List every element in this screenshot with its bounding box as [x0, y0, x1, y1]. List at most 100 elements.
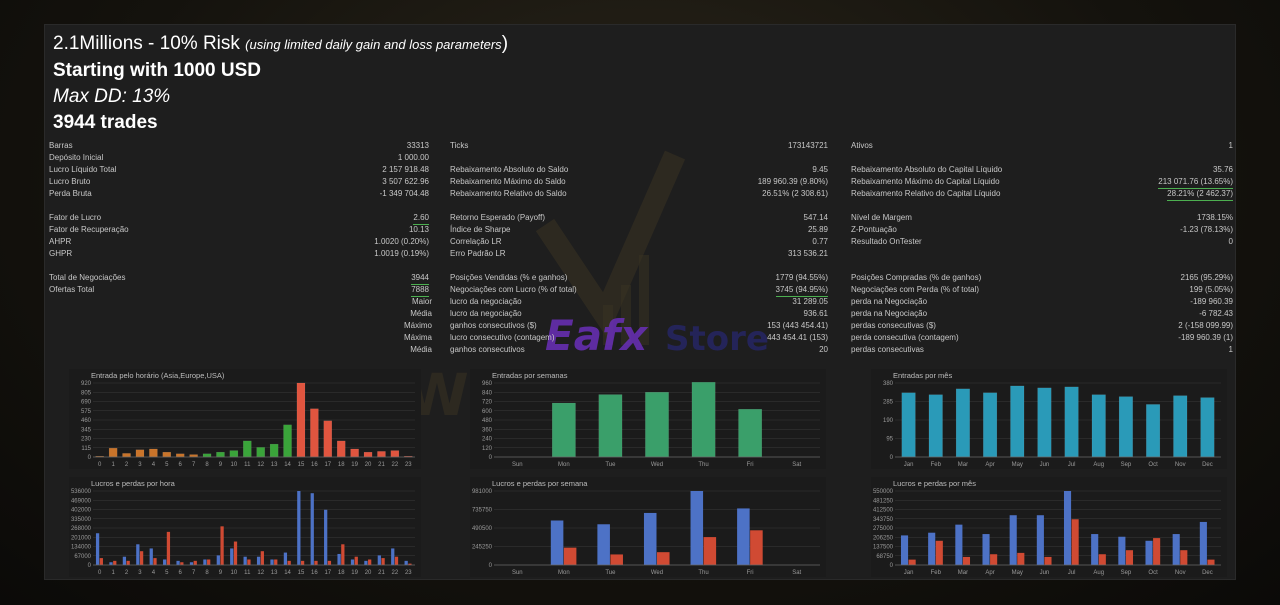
x-tick-label: 11	[244, 570, 251, 576]
bar-profit	[377, 555, 381, 565]
bar-loss	[1017, 552, 1025, 565]
bar-loss	[233, 541, 238, 565]
bar-profit	[391, 548, 395, 565]
x-tick-label: 13	[271, 570, 278, 576]
stat-label: Rebaixamento Máximo do Capital Líquido	[851, 177, 1000, 186]
stat-row: Rebaixamento Máximo do Capital Líquido 21…	[851, 176, 1233, 189]
stat-label: ganhos consecutivos ($)	[450, 321, 537, 330]
stat-label: GHPR	[49, 249, 73, 258]
y-tick-label: 550000	[873, 489, 894, 495]
stat-value: -1 349 704.48	[379, 189, 429, 198]
bar	[1118, 396, 1133, 458]
x-tick-label: 20	[365, 462, 372, 468]
x-tick-label: Dec	[1202, 570, 1213, 576]
bar	[149, 448, 158, 458]
chart-title: Lucros e perdas por hora	[91, 479, 176, 488]
stat-label: Negociações com Perda (% of total)	[851, 285, 980, 294]
bar-loss	[247, 559, 251, 565]
stat-value: 547.14	[803, 213, 828, 222]
bar-profit	[270, 559, 274, 565]
y-tick-label: 490500	[472, 526, 493, 532]
bar	[1091, 394, 1106, 458]
stat-label: Ofertas Total	[49, 285, 95, 294]
stat-row: Correlação LR 0.77	[450, 236, 828, 248]
y-tick-label: 575	[81, 409, 92, 415]
y-tick-label: 268000	[71, 526, 92, 532]
stat-row: Máxima	[49, 332, 432, 344]
stat-value: 2.60	[413, 212, 429, 225]
stat-row: Z-Pontuação -1.23 (78.13%)	[851, 224, 1233, 236]
y-tick-label: 115	[81, 446, 91, 452]
x-tick-label: Oct	[1148, 462, 1158, 468]
x-tick-label: 12	[257, 570, 264, 576]
bar-profit	[1063, 491, 1072, 565]
y-tick-label: 345	[81, 427, 92, 433]
stat-row: Ticks 173143721	[450, 140, 828, 152]
x-tick-label: 16	[311, 570, 318, 576]
bar-loss	[908, 559, 916, 565]
bar-loss	[274, 559, 278, 565]
y-tick-label: 920	[81, 381, 92, 387]
bar-loss	[610, 554, 623, 565]
y-tick-label: 240	[482, 437, 493, 443]
bar	[1200, 397, 1215, 458]
stat-label: Maior	[411, 297, 432, 306]
stat-row: Ativos 1	[851, 140, 1233, 152]
stat-row: Rebaixamento Absoluto do Saldo 9.45	[450, 164, 828, 176]
stat-value: 28.21% (2 462.37)	[1167, 188, 1233, 201]
y-tick-label: 481250	[873, 498, 894, 504]
stat-row: Negociações com Perda (% of total) 199 (5…	[851, 284, 1233, 296]
bar	[1173, 395, 1188, 458]
stat-value: 1	[1228, 141, 1233, 150]
stat-label: Índice de Sharpe	[450, 225, 511, 234]
x-tick-label: 4	[152, 462, 156, 468]
stat-row: perda na Negociação -6 782.43	[851, 308, 1233, 320]
bar	[552, 402, 576, 458]
y-tick-label: 0	[88, 563, 92, 569]
stat-value: 7888	[411, 284, 429, 297]
x-tick-label: May	[1012, 570, 1023, 576]
x-tick-label: 9	[219, 570, 223, 576]
x-tick-label: Aug	[1093, 570, 1104, 576]
stat-row: lucro da negociação 936.61	[450, 308, 828, 320]
bar-loss	[287, 560, 291, 565]
stat-value: 2165 (95.29%)	[1180, 273, 1233, 282]
bar-profit	[216, 555, 220, 565]
stat-value: 10.13	[408, 225, 429, 234]
bar	[738, 409, 762, 458]
starting-balance: Starting with 1000 USD	[53, 60, 261, 81]
x-tick-label: Mar	[958, 462, 968, 468]
x-tick-label: Tue	[605, 462, 616, 468]
bar	[390, 450, 400, 458]
stat-label: Negociações com Lucro (% of total)	[450, 285, 577, 294]
x-tick-label: 3	[138, 570, 142, 576]
x-tick-label: 14	[284, 570, 291, 576]
stat-row: Posições Vendidas (% e ganhos) 1779 (94.5…	[450, 272, 828, 284]
stat-label: lucro consecutivo (contagem)	[450, 333, 555, 342]
bar	[283, 424, 292, 458]
x-tick-label: Fri	[747, 462, 754, 468]
bar-loss	[99, 558, 103, 565]
chart-pl-by-hour: Lucros e perdas por hora 0 67000 134000 2010…	[69, 477, 421, 577]
bar-loss	[1071, 519, 1079, 565]
stat-row: Rebaixamento Relativo do Capital Líquido…	[851, 188, 1233, 201]
x-tick-label: Tue	[605, 570, 616, 576]
bar	[269, 443, 279, 458]
stat-value: 153 (443 454.41)	[767, 321, 828, 330]
y-tick-label: 469000	[71, 498, 92, 504]
stat-value: 1 000.00	[397, 153, 429, 162]
stat-value: 0	[1228, 237, 1233, 246]
stat-value: 199 (5.05%)	[1189, 285, 1233, 294]
y-tick-label: 600	[482, 409, 493, 415]
x-tick-label: Fri	[747, 570, 754, 576]
stat-row: perdas consecutivas ($) 2 (-158 099.99)	[851, 320, 1233, 332]
bar-profit	[149, 548, 153, 565]
x-tick-label: Sep	[1121, 462, 1132, 468]
y-tick-label: 981000	[472, 489, 493, 495]
bar-profit	[1145, 540, 1153, 565]
x-tick-label: 12	[257, 462, 264, 468]
x-tick-label: Sep	[1121, 570, 1132, 576]
stat-value: 31 289.05	[792, 297, 828, 306]
bar-loss	[354, 556, 358, 565]
x-tick-label: 8	[205, 570, 209, 576]
